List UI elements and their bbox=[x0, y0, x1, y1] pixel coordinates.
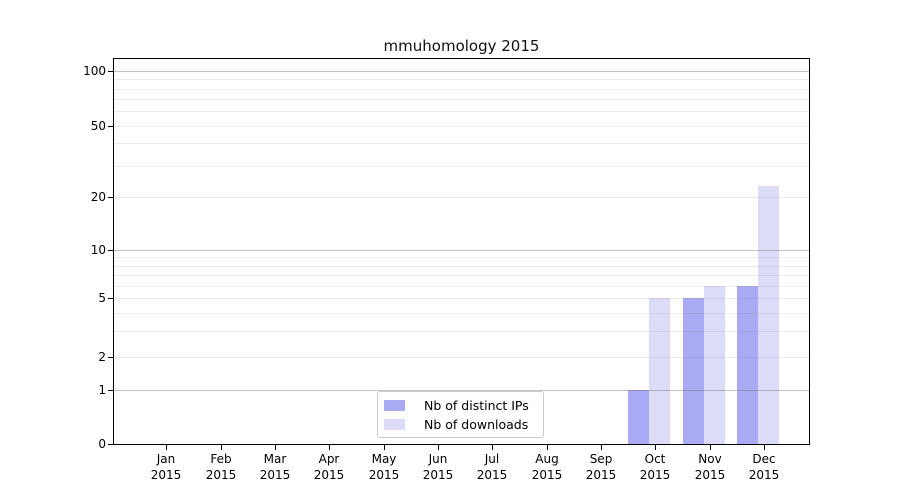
x-axis-tick-mark bbox=[710, 445, 711, 450]
x-axis-tick-mark bbox=[492, 445, 493, 450]
y-axis-tick-label: 20 bbox=[90, 190, 106, 204]
y-axis-tick-label: 2 bbox=[98, 350, 106, 364]
gridline-major bbox=[114, 390, 809, 391]
plot-area bbox=[113, 58, 810, 445]
x-axis-tick-mark bbox=[547, 445, 548, 450]
x-axis-tick-mark bbox=[166, 445, 167, 450]
y-axis-tick-label: 50 bbox=[90, 119, 106, 133]
x-axis-tick-label: Dec 2015 bbox=[748, 452, 780, 482]
x-axis-tick-label: Feb 2015 bbox=[205, 452, 237, 482]
bar-downloads bbox=[703, 285, 725, 445]
gridline-minor bbox=[114, 79, 809, 80]
gridline-minor bbox=[114, 331, 809, 332]
legend-entry-distinct-ips: Nb of distinct IPs bbox=[384, 397, 543, 413]
y-axis-tick-label: 100 bbox=[83, 64, 106, 78]
y-axis-tick-mark bbox=[108, 250, 113, 251]
x-axis-tick-mark bbox=[275, 445, 276, 450]
x-axis-tick-label: Nov 2015 bbox=[694, 452, 726, 482]
gridline-major bbox=[114, 250, 809, 251]
y-axis-tick-mark bbox=[108, 197, 113, 198]
legend: Nb of distinct IPs Nb of downloads bbox=[377, 391, 544, 438]
x-axis-tick-label: Apr 2015 bbox=[313, 452, 345, 482]
y-axis-tick-mark bbox=[108, 357, 113, 358]
legend-entry-downloads: Nb of downloads bbox=[384, 416, 543, 432]
gridline-minor bbox=[114, 99, 809, 100]
y-axis-tick-mark bbox=[108, 71, 113, 72]
gridline-minor bbox=[114, 89, 809, 90]
x-axis-tick-mark bbox=[329, 445, 330, 450]
x-axis-tick-mark bbox=[221, 445, 222, 450]
x-axis-tick-label: Sep 2015 bbox=[585, 452, 617, 482]
gridline-major bbox=[114, 71, 809, 72]
bar-distinct-ips bbox=[736, 285, 758, 445]
y-axis-tick-label: 1 bbox=[98, 383, 106, 397]
y-axis-tick-label: 10 bbox=[90, 243, 106, 257]
chart-title: mmuhomology 2015 bbox=[383, 37, 540, 55]
x-axis-tick-mark bbox=[384, 445, 385, 450]
x-axis-tick-label: May 2015 bbox=[368, 452, 400, 482]
y-axis-tick-label: 5 bbox=[98, 291, 106, 305]
gridline-minor bbox=[114, 357, 809, 358]
gridline-minor bbox=[114, 286, 809, 287]
gridline-minor bbox=[114, 143, 809, 144]
gridline-minor bbox=[114, 126, 809, 127]
bar-distinct-ips bbox=[628, 389, 650, 445]
y-axis-tick-mark bbox=[108, 298, 113, 299]
gridline-minor bbox=[114, 111, 809, 112]
y-axis-tick-mark bbox=[108, 126, 113, 127]
gridline-minor bbox=[114, 298, 809, 299]
gridline-minor bbox=[114, 266, 809, 267]
x-axis-tick-label: Jun 2015 bbox=[422, 452, 454, 482]
x-axis-tick-label: Jul 2015 bbox=[476, 452, 508, 482]
bar-distinct-ips bbox=[682, 298, 704, 445]
legend-label-downloads: Nb of downloads bbox=[424, 416, 529, 432]
legend-swatch-distinct-ips bbox=[384, 399, 405, 411]
x-axis-tick-mark bbox=[764, 445, 765, 450]
x-axis-tick-mark bbox=[601, 445, 602, 450]
x-axis-tick-label: Oct 2015 bbox=[639, 452, 671, 482]
legend-label-distinct-ips: Nb of distinct IPs bbox=[424, 397, 529, 413]
gridline-minor bbox=[114, 197, 809, 198]
y-axis-tick-mark bbox=[108, 444, 113, 445]
y-axis-tick-mark bbox=[108, 390, 113, 391]
x-axis-tick-label: Aug 2015 bbox=[531, 452, 563, 482]
legend-swatch-downloads bbox=[384, 418, 405, 430]
x-axis-tick-label: Mar 2015 bbox=[259, 452, 291, 482]
x-axis-tick-label: Jan 2015 bbox=[150, 452, 182, 482]
y-axis-tick-label: 0 bbox=[98, 437, 106, 451]
bar-downloads bbox=[757, 186, 779, 445]
gridline-minor bbox=[114, 166, 809, 167]
x-axis-tick-mark bbox=[655, 445, 656, 450]
gridline-minor bbox=[114, 257, 809, 258]
bar-downloads bbox=[649, 298, 671, 445]
gridline-minor bbox=[114, 313, 809, 314]
gridline-minor bbox=[114, 275, 809, 276]
x-axis-tick-mark bbox=[438, 445, 439, 450]
